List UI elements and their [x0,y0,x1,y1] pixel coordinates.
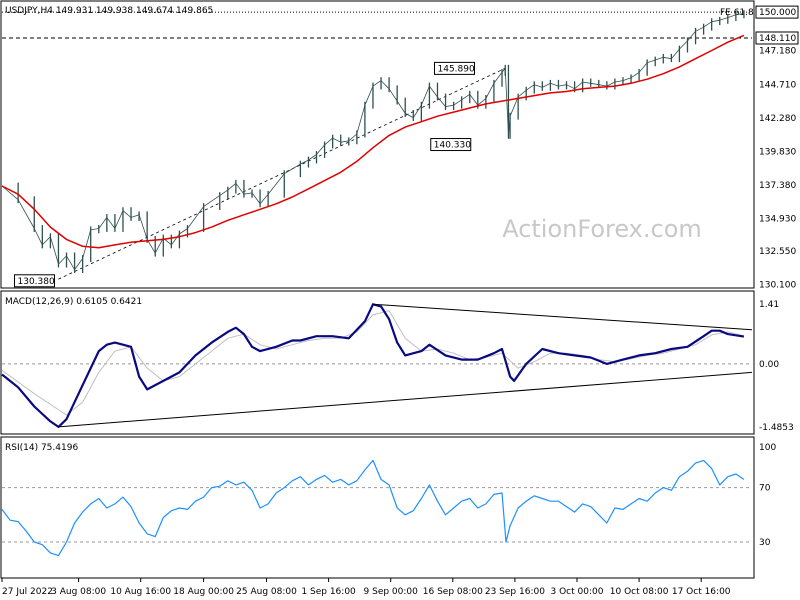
macd-label: MACD(12,26,9) 0.6105 0.6421 [5,297,142,307]
price-tick-label: 150.000 [759,8,796,18]
price-tick-label: 130.100 [759,281,796,291]
price-tick-label: 139.830 [759,147,796,157]
price-annotation-box [430,138,472,152]
rsi-line [1,459,745,557]
price-tick-label: 144.710 [759,81,796,91]
macd-trendline [372,303,753,331]
macd-main-line [1,303,745,428]
x-tick-label: 18 Aug 00:00 [173,587,234,597]
macd-trendline [58,371,753,428]
fe-label: FE 61.8 [720,8,754,18]
rsi-panel-frame [0,436,755,579]
symbol-header: USDJPY,H4 149.931 149.938 149.674 149.86… [5,6,213,16]
x-tick-label: 3 Aug 08:00 [51,587,106,597]
macd-signal-line [1,310,745,416]
macd-tick-label: 1.41 [759,300,779,310]
sma-line [1,34,745,249]
macd-panel-frame [0,290,755,435]
watermark: ActionForex.com [502,215,702,243]
price-tick-label: 134.930 [759,214,796,224]
price-line [1,13,744,271]
chart-dynamic-layer: 150.000 148.110 147.180 144.710 142.280 139.8… [1,5,799,597]
x-tick-label: 16 Sep 08:00 [423,587,483,597]
price-projection-line [58,67,506,280]
x-tick-label: 9 Sep 00:00 [364,587,419,597]
rsi-tick-label: 100 [759,443,776,453]
x-tick-label: 3 Oct 00:00 [551,587,604,597]
macd-tick-label: -1.4853 [759,423,794,433]
price-tick-label: 142.280 [759,114,796,124]
x-tick-label: 10 Oct 08:00 [610,587,669,597]
price-annotation-label: 130.380 [18,277,55,287]
x-tick-label: 1 Sep 16:00 [301,587,356,597]
price-tick-box [755,31,799,45]
x-tick-label: 10 Aug 16:00 [110,587,171,597]
price-tick-label: 132.550 [759,247,796,257]
rsi-label: RSI(14) 75.4196 [5,443,78,453]
price-annotation-label: 140.330 [434,141,471,151]
price-annotation-label: 145.890 [438,64,475,74]
rsi-tick-label: 70 [759,484,771,494]
x-tick-label: 25 Aug 08:00 [236,587,297,597]
rsi-tick-label: 30 [759,538,771,548]
x-tick-label: 17 Oct 16:00 [672,587,731,597]
price-tick-label: 147.180 [759,47,796,57]
price-tick-label: 148.110 [759,34,796,44]
price-annotation-box [14,274,55,288]
x-tick-label: 23 Sep 16:00 [485,587,545,597]
price-panel-frame [0,0,755,289]
macd-tick-label: 0.00 [759,360,779,370]
price-tick-label: 137.380 [759,181,796,191]
price-annotation-box [434,61,475,75]
price-tick-box [755,5,799,19]
x-tick-label: 27 Jul 2022 [2,587,53,597]
